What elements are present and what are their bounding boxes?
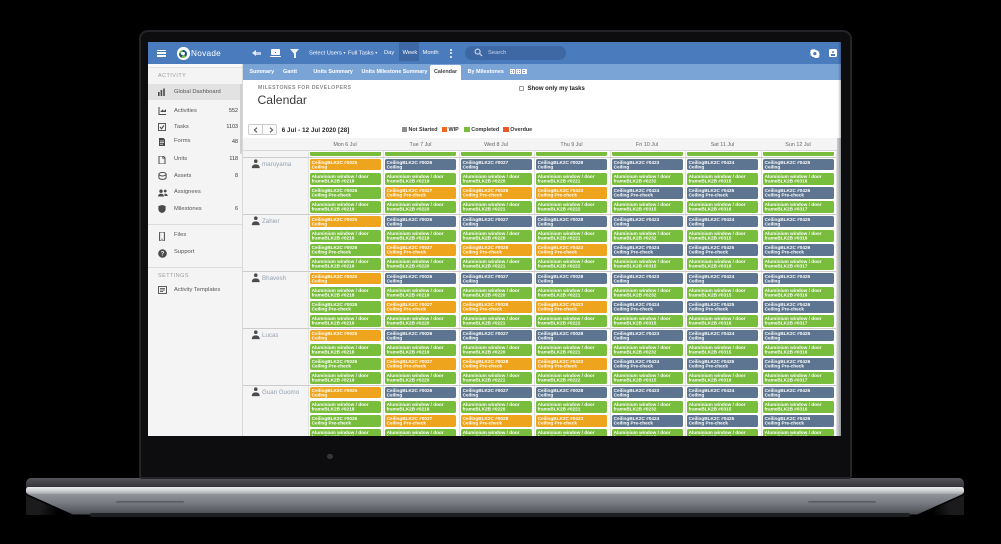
svg-text:?: ? bbox=[161, 251, 165, 257]
